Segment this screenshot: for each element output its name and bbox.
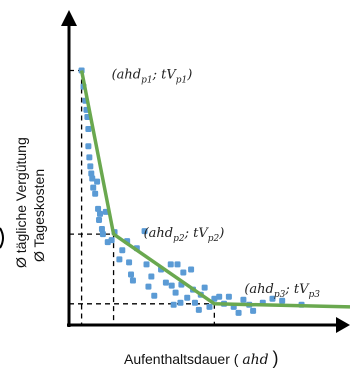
data-point-50 — [195, 306, 202, 313]
data-point-43 — [177, 299, 184, 306]
annotation-p3: (ahdp3; tVp3 — [244, 282, 320, 300]
data-point-52 — [201, 284, 208, 291]
annotation-p1-part-2: p1 — [141, 75, 153, 85]
data-point-8 — [86, 154, 93, 161]
data-point-9 — [87, 163, 94, 170]
x-axis-label-close: ) — [273, 348, 279, 368]
annotation-p1-part-3: ; tV — [152, 67, 178, 82]
data-point-47 — [188, 266, 195, 273]
data-point-10 — [88, 170, 95, 177]
data-point-6 — [85, 126, 92, 133]
data-point-24 — [116, 256, 123, 263]
x-axis-label-text: Aufenthaltsdauer — [124, 351, 230, 367]
data-point-27 — [126, 259, 133, 266]
data-point-49 — [191, 299, 198, 306]
data-point-42 — [174, 261, 181, 268]
annotation-p1-part-4: p1 — [176, 75, 188, 85]
data-point-41 — [172, 289, 179, 296]
data-point-53 — [206, 303, 213, 310]
annotation-p2-part-4: p2 — [208, 234, 220, 244]
annotation-p3-part-1: (ahd — [244, 282, 274, 297]
data-point-54 — [211, 295, 218, 302]
data-point-60 — [240, 296, 247, 303]
annotation-p3-part-3: ; tV — [284, 282, 310, 297]
data-point-32 — [143, 261, 150, 268]
y-axis-arrow — [61, 10, 77, 26]
x-axis-label-symbol: ahd — [242, 352, 268, 368]
guide-lines — [69, 69, 215, 325]
data-point-22 — [108, 237, 115, 244]
data-point-17 — [97, 210, 104, 217]
data-point-15 — [95, 205, 102, 212]
annotation-p2: (ahdp2; tVp2) — [144, 226, 225, 244]
data-point-31 — [141, 228, 148, 235]
data-point-55 — [216, 293, 223, 300]
y-axis-label-bracket — [0, 227, 4, 249]
x-axis-arrow — [336, 317, 350, 333]
data-point-59 — [235, 309, 242, 316]
annotation-p1-part-1: (ahd — [112, 67, 142, 82]
y-axis-label-line1: Ø tägliche Vergütung — [13, 137, 29, 268]
annotation-p1-part-5: ) — [186, 67, 192, 82]
data-point-37 — [162, 279, 169, 286]
data-point-14 — [94, 178, 101, 185]
data-point-25 — [119, 247, 126, 254]
data-point-19 — [99, 231, 106, 238]
point-annotations: (ahdp1; tVp1)(ahdp2; tVp2)(ahdp3; tVp3 — [112, 67, 321, 299]
data-point-28 — [128, 271, 135, 278]
x-axis-label-open: ( — [234, 351, 239, 367]
data-point-38 — [167, 261, 174, 268]
data-point-40 — [170, 301, 177, 308]
data-point-35 — [151, 292, 158, 299]
data-point-29 — [129, 277, 136, 284]
annotation-p2-part-3: ; tV — [184, 226, 210, 241]
data-point-12 — [90, 184, 97, 191]
data-point-34 — [148, 273, 155, 280]
annotation-p1: (ahdp1; tVp1) — [112, 67, 193, 85]
x-axis-label: Aufenthaltsdauer ( ahd ) — [124, 348, 279, 368]
axes — [61, 10, 350, 333]
data-point-62 — [250, 307, 257, 314]
data-point-13 — [92, 190, 99, 197]
trend-line — [79, 70, 350, 309]
annotation-p2-part-1: (ahd — [144, 226, 174, 241]
annotation-p2-part-2: p2 — [173, 234, 185, 244]
data-point-7 — [85, 143, 92, 150]
data-points — [78, 67, 305, 316]
annotation-p3-part-2: p3 — [274, 290, 286, 300]
data-point-64 — [269, 295, 276, 302]
data-point-11 — [89, 175, 96, 182]
y-axis-label-line2: Ø Tageskosten — [31, 169, 47, 262]
data-point-45 — [180, 269, 187, 276]
data-point-65 — [279, 297, 286, 304]
data-point-57 — [225, 293, 232, 300]
data-point-33 — [145, 283, 152, 290]
annotation-p2-part-5: ) — [218, 226, 224, 241]
trend-line-path — [79, 70, 350, 309]
data-point-39 — [168, 282, 175, 289]
data-point-46 — [184, 294, 191, 301]
data-point-18 — [98, 226, 105, 233]
data-point-16 — [96, 216, 103, 223]
annotation-p3-part-4: p3 — [309, 290, 321, 300]
